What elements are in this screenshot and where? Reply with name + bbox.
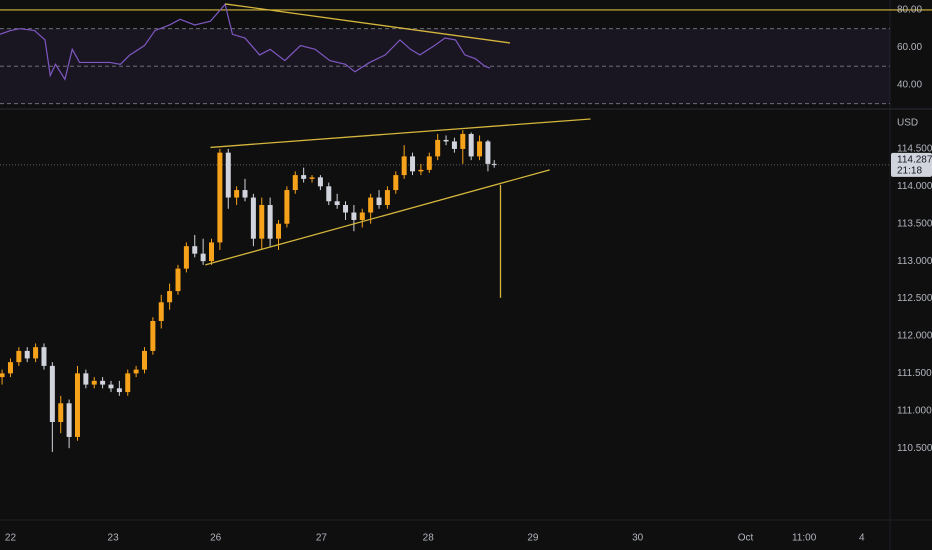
candle-body bbox=[393, 175, 399, 191]
trendline bbox=[205, 169, 550, 266]
candle-body bbox=[242, 190, 248, 198]
candle-body bbox=[477, 141, 483, 157]
candle-body bbox=[326, 186, 332, 202]
candle-body bbox=[317, 177, 323, 187]
candle-body bbox=[468, 133, 474, 157]
candle-body bbox=[7, 362, 13, 374]
trendline bbox=[210, 118, 591, 149]
candle-body bbox=[225, 152, 231, 198]
x-tick-label: 11:00 bbox=[792, 533, 817, 544]
x-tick-label: 29 bbox=[527, 533, 539, 544]
candle-body bbox=[141, 350, 147, 370]
currency-label: USD bbox=[897, 118, 918, 129]
y-tick-label: 114.500 bbox=[897, 144, 932, 155]
candle-body bbox=[175, 268, 181, 292]
candle-body bbox=[460, 133, 466, 149]
candle-body bbox=[276, 223, 282, 239]
candle-body bbox=[125, 373, 131, 393]
candle-body bbox=[485, 141, 491, 164]
candle-body bbox=[359, 212, 365, 220]
candle-body bbox=[200, 253, 206, 262]
candle-body bbox=[292, 175, 298, 191]
x-tick-label: 26 bbox=[210, 533, 222, 544]
y-tick-label: 40.00 bbox=[897, 80, 922, 91]
candle-body bbox=[150, 320, 156, 351]
candle-body bbox=[234, 190, 240, 198]
candle-body bbox=[384, 190, 390, 206]
x-tick-label: 22 bbox=[5, 533, 17, 544]
candle-body bbox=[284, 190, 290, 224]
candle-body bbox=[491, 163, 497, 165]
candle-body bbox=[334, 201, 340, 206]
candle-body bbox=[368, 197, 374, 213]
candle-body bbox=[16, 350, 22, 363]
last-price-box bbox=[891, 152, 932, 177]
y-tick-label: 114.000 bbox=[897, 181, 932, 192]
candle-body bbox=[158, 302, 164, 321]
candle-body bbox=[401, 156, 407, 176]
y-tick-label: 110.500 bbox=[897, 443, 932, 454]
y-tick-label: 113.500 bbox=[897, 218, 932, 229]
candle-body bbox=[49, 365, 55, 422]
x-tick-label: 23 bbox=[108, 533, 120, 544]
candle-body bbox=[74, 373, 80, 437]
candle-body bbox=[217, 152, 223, 243]
candle-body bbox=[167, 291, 173, 303]
candle-body bbox=[351, 212, 357, 220]
candle-body bbox=[33, 347, 39, 359]
candle-body bbox=[183, 246, 189, 269]
candle-body bbox=[66, 403, 72, 437]
candle-body bbox=[116, 388, 122, 393]
candle-body bbox=[209, 242, 215, 262]
y-tick-label: 80.00 bbox=[897, 5, 922, 16]
candle-body bbox=[24, 350, 30, 359]
candle-body bbox=[267, 205, 273, 239]
x-tick-label: 30 bbox=[632, 533, 644, 544]
candle-body bbox=[435, 139, 441, 157]
candle-body bbox=[91, 380, 97, 385]
y-tick-label: 111.000 bbox=[897, 405, 932, 416]
y-tick-label: 112.500 bbox=[897, 293, 932, 304]
candle-body bbox=[410, 156, 416, 172]
candle-body bbox=[133, 369, 139, 374]
last-price-label: 114.287 bbox=[897, 154, 932, 165]
candle-body bbox=[108, 384, 114, 389]
candle-body bbox=[0, 373, 5, 378]
candle-body bbox=[41, 347, 47, 366]
candle-body bbox=[376, 197, 382, 206]
x-tick-label: 4 bbox=[859, 533, 865, 544]
candle-body bbox=[418, 169, 424, 172]
x-tick-label: Oct bbox=[738, 533, 754, 544]
countdown-label: 21:18 bbox=[897, 165, 922, 176]
y-tick-label: 60.00 bbox=[897, 42, 922, 53]
candle-body bbox=[443, 139, 449, 142]
candle-body bbox=[259, 205, 265, 239]
candle-body bbox=[192, 246, 198, 254]
trendline bbox=[225, 3, 511, 44]
rsi-line bbox=[0, 3, 491, 81]
candle-body bbox=[58, 403, 64, 422]
candle-body bbox=[426, 156, 432, 170]
y-tick-label: 113.000 bbox=[897, 256, 932, 267]
x-tick-label: 28 bbox=[423, 533, 435, 544]
candle-body bbox=[83, 373, 89, 385]
candle-body bbox=[301, 175, 307, 179]
y-tick-label: 112.000 bbox=[897, 331, 932, 342]
candle-body bbox=[309, 177, 315, 179]
x-tick-label: 27 bbox=[316, 533, 328, 544]
candle-body bbox=[343, 205, 349, 213]
y-tick-label: 111.500 bbox=[897, 368, 932, 379]
candle-body bbox=[250, 197, 256, 239]
candle-body bbox=[100, 380, 106, 385]
candle-body bbox=[451, 141, 457, 149]
